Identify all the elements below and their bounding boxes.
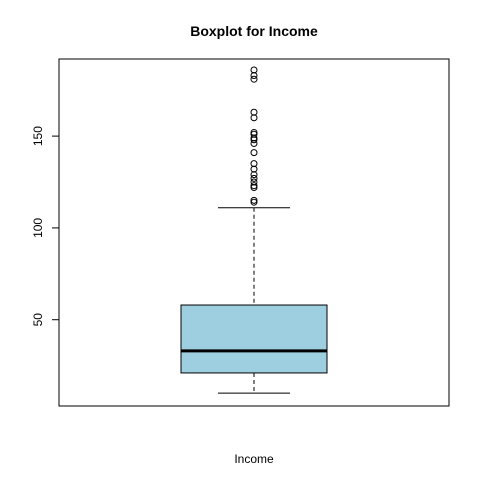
outlier-point: [250, 139, 258, 147]
outlier-point: [250, 72, 258, 80]
outlier-point: [250, 184, 258, 192]
outlier-point: [250, 75, 258, 83]
outlier-point: [250, 196, 258, 204]
chart-title: Boxplot for Income: [190, 23, 318, 39]
outlier-point: [250, 114, 258, 122]
outlier-point: [250, 171, 258, 179]
box-group: [180, 207, 328, 394]
outlier-point: [250, 136, 258, 144]
outlier-point: [250, 174, 258, 182]
x-axis-label: Income: [234, 452, 274, 466]
outlier-point: [250, 182, 258, 190]
outlier-point: [250, 149, 258, 157]
outlier-group: [250, 66, 258, 206]
y-tick-label-100: 100: [31, 218, 45, 238]
y-tick-label-150: 150: [31, 126, 45, 146]
y-axis: 50 100 150: [31, 126, 60, 327]
y-tick-label-50: 50: [31, 313, 45, 327]
iqr-box: [180, 304, 328, 374]
outlier-point: [250, 198, 258, 206]
